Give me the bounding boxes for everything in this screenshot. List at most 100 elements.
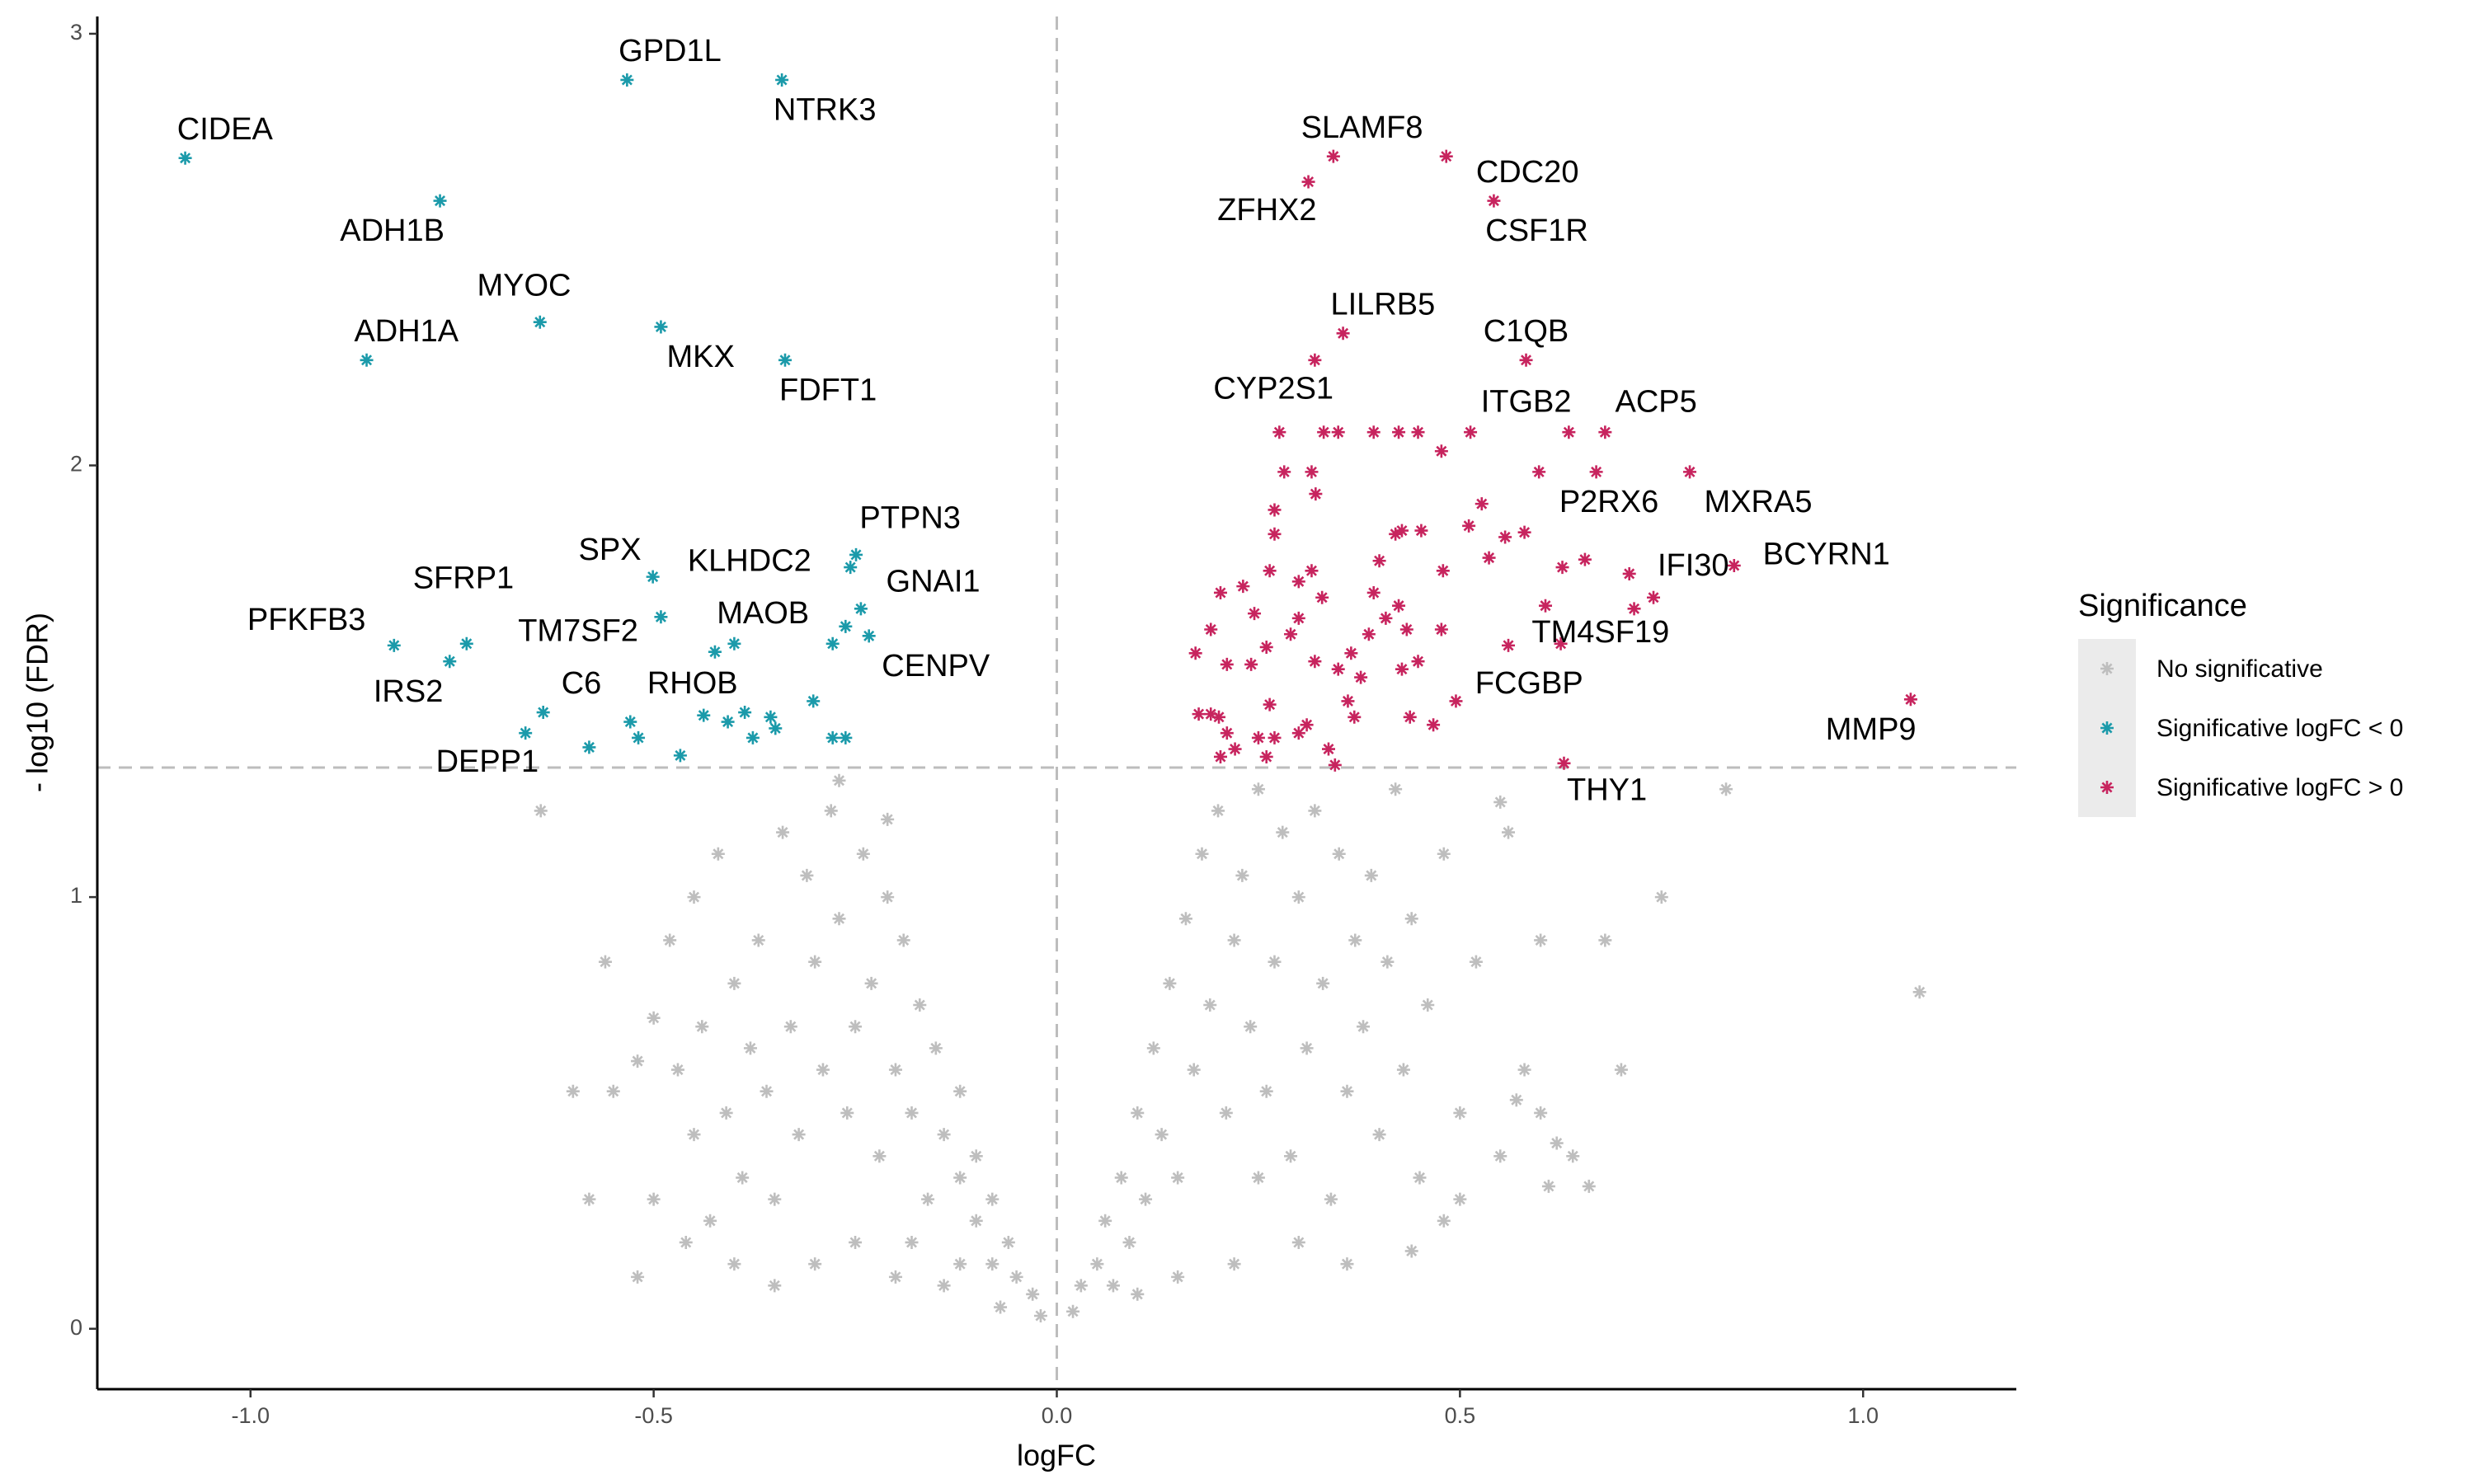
data-point xyxy=(620,73,634,87)
data-point xyxy=(1414,524,1428,538)
data-point xyxy=(1122,1235,1136,1249)
legend-label: Significative logFC < 0 xyxy=(2157,715,2403,742)
data-point xyxy=(1178,912,1192,926)
data-point xyxy=(1555,561,1569,575)
data-point xyxy=(673,749,687,763)
data-point xyxy=(443,655,457,669)
data-point xyxy=(1309,487,1323,501)
data-point xyxy=(1155,1128,1169,1142)
point-label: IFI30 xyxy=(1658,548,1729,583)
data-point xyxy=(703,1214,717,1228)
data-point xyxy=(1427,718,1441,732)
data-point xyxy=(1340,1257,1354,1271)
data-point xyxy=(792,1128,806,1142)
x-tick-label: 0.5 xyxy=(1445,1403,1476,1428)
data-point xyxy=(1074,1279,1088,1293)
data-point xyxy=(1300,718,1314,732)
data-point xyxy=(1276,825,1290,839)
data-point xyxy=(1308,804,1322,818)
data-point xyxy=(832,912,846,926)
data-point xyxy=(905,1106,919,1120)
data-point xyxy=(1517,1063,1531,1077)
point-label: MAOB xyxy=(717,596,809,631)
data-point xyxy=(839,619,853,633)
point-label: RHOB xyxy=(647,666,738,701)
point-label: ADH1A xyxy=(354,314,459,349)
data-point xyxy=(647,1011,661,1025)
data-point xyxy=(1395,662,1409,676)
data-point xyxy=(1464,425,1478,439)
data-point xyxy=(1912,985,1926,999)
point-label: NTRK3 xyxy=(774,93,877,128)
y-tick-label: 0 xyxy=(70,1315,82,1340)
data-point xyxy=(1404,1244,1418,1258)
data-point xyxy=(1114,1171,1128,1185)
data-point xyxy=(921,1192,935,1206)
data-point xyxy=(1244,657,1258,671)
data-point xyxy=(1519,353,1533,367)
data-point xyxy=(727,1257,741,1271)
data-point xyxy=(872,1149,887,1163)
data-point xyxy=(1340,1084,1354,1098)
legend-marker xyxy=(2100,781,2114,794)
data-point xyxy=(1379,611,1393,625)
data-point xyxy=(937,1128,951,1142)
data-point xyxy=(1434,622,1448,636)
data-point xyxy=(768,1192,782,1206)
data-point xyxy=(1622,566,1636,580)
data-point xyxy=(1469,955,1483,969)
point-label: GNAI1 xyxy=(887,564,981,599)
data-point xyxy=(751,933,765,947)
data-point xyxy=(1437,1214,1451,1228)
data-point xyxy=(1434,444,1448,458)
point-label: ADH1B xyxy=(340,214,444,248)
data-point xyxy=(807,694,821,708)
data-point xyxy=(1131,1287,1145,1301)
data-point xyxy=(1348,933,1362,947)
data-point xyxy=(1139,1192,1153,1206)
data-point xyxy=(1439,149,1453,163)
data-point xyxy=(1106,1279,1120,1293)
data-point xyxy=(1348,710,1362,724)
data-point xyxy=(1272,425,1286,439)
point-label: SLAMF8 xyxy=(1301,110,1423,145)
data-point xyxy=(905,1235,919,1249)
data-point xyxy=(1268,955,1282,969)
data-point xyxy=(1268,527,1282,541)
data-point xyxy=(1291,726,1305,740)
point-label: ZFHX2 xyxy=(1217,193,1316,228)
data-point xyxy=(1305,564,1319,578)
data-point xyxy=(1195,847,1209,861)
data-point xyxy=(969,1214,983,1228)
data-point xyxy=(1259,640,1273,654)
legend-label: No significative xyxy=(2157,655,2323,683)
data-point xyxy=(888,1270,902,1284)
point-label: CSF1R xyxy=(1485,214,1588,248)
data-point xyxy=(745,730,760,744)
data-point xyxy=(1366,585,1380,599)
data-point xyxy=(1541,1179,1555,1193)
data-point xyxy=(1291,575,1305,589)
data-point xyxy=(606,1084,620,1098)
point-label: GPD1L xyxy=(618,34,722,68)
data-point xyxy=(1362,627,1376,641)
data-point xyxy=(654,320,668,334)
data-point xyxy=(808,1257,822,1271)
data-point xyxy=(800,868,814,882)
data-point xyxy=(764,710,778,724)
data-point xyxy=(727,636,741,650)
data-point xyxy=(1192,707,1206,721)
data-point xyxy=(854,602,868,616)
data-point xyxy=(1259,1084,1273,1098)
data-point xyxy=(721,715,735,729)
data-point xyxy=(1163,976,1177,990)
data-point xyxy=(1437,847,1451,861)
data-point xyxy=(1683,465,1697,479)
point-label: PFKFB3 xyxy=(247,603,366,637)
data-point xyxy=(1357,1020,1371,1034)
data-point xyxy=(1389,527,1403,541)
data-point xyxy=(1557,756,1571,770)
data-point xyxy=(1090,1257,1104,1271)
data-point xyxy=(1509,1093,1523,1107)
